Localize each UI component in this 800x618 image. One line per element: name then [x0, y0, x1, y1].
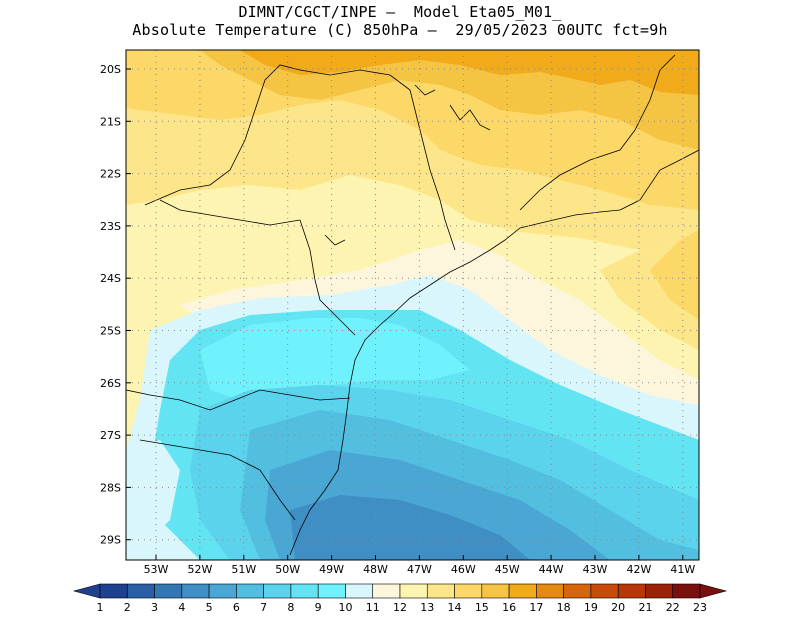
lat-label: 27S [100, 429, 121, 442]
lon-label: 53W [144, 563, 169, 576]
colorbar-label: 2 [124, 601, 131, 614]
colorbar-label: 23 [693, 601, 707, 614]
colorbar-label: 6 [233, 601, 240, 614]
lon-label: 41W [670, 563, 695, 576]
colorbar-label: 7 [260, 601, 267, 614]
coastline-borders [126, 54, 699, 556]
colorbar-swatch [426, 583, 455, 599]
colorbar-label: 22 [666, 601, 680, 614]
state-border-3 [299, 219, 356, 336]
lon-label: 46W [451, 563, 476, 576]
colorbar-label: 21 [638, 601, 652, 614]
colorbar-swatch [590, 583, 619, 599]
map-frame [125, 49, 700, 561]
colorbar-labels: 1 2 3 4 5 6 7 8 9 10 11 12 13 14 15 16 17 18 19 20 21 22 23 [97, 601, 708, 614]
lat-label: 22S [100, 168, 121, 181]
colorbar-label: 1 [97, 601, 104, 614]
lat-label: 28S [100, 481, 121, 494]
latitude-labels: 20S 21S 22S 23S 24S 25S 26S 27S 28S 29S [100, 63, 131, 547]
colorbar-label: 9 [315, 601, 322, 614]
colorbar-swatch [645, 583, 674, 599]
colorbar-label: 11 [366, 601, 380, 614]
colorbar-label: 14 [448, 601, 462, 614]
colorbar-swatch [181, 583, 210, 599]
colorbar-label: 4 [178, 601, 185, 614]
colorbar-swatch [236, 583, 264, 599]
lake-2 [414, 84, 436, 96]
colorbar-swatch [372, 583, 401, 599]
lon-label: 42W [626, 563, 651, 576]
lon-label: 49W [319, 563, 344, 576]
state-border-5 [409, 89, 456, 251]
state-border-2 [139, 439, 296, 521]
colorbar-swatch [508, 583, 537, 599]
lat-label: 21S [100, 115, 121, 128]
lon-label: 50W [275, 563, 300, 576]
lon-label: 47W [407, 563, 432, 576]
graticule [126, 50, 699, 560]
lat-label: 29S [100, 534, 121, 547]
lon-label: 48W [363, 563, 388, 576]
colorbar [72, 583, 728, 599]
lat-label: 25S [100, 325, 121, 338]
coastline [289, 149, 699, 556]
temperature-field [126, 50, 699, 560]
lon-label: 43W [583, 563, 608, 576]
chart-subtitle: Absolute Temperature (C) 850hPa – 29/05/… [132, 21, 668, 39]
state-border-6 [519, 54, 676, 211]
colorbar-swatch [536, 583, 564, 599]
colorbar-swatch [672, 583, 701, 599]
colorbar-label: 3 [151, 601, 158, 614]
lat-label: 23S [100, 220, 121, 233]
lat-label: 24S [100, 272, 121, 285]
colorbar-swatch [345, 583, 374, 599]
colorbar-swatch [263, 583, 292, 599]
colorbar-swatch [399, 583, 428, 599]
state-border-4 [144, 64, 411, 206]
colorbar-swatch [317, 583, 346, 599]
colorbar-swatch [154, 583, 183, 599]
colorbar-swatch [454, 583, 483, 599]
colorbar-swatch [290, 583, 319, 599]
colorbar-swatch [126, 583, 155, 599]
lon-label: 51W [231, 563, 256, 576]
colorbar-label: 8 [287, 601, 294, 614]
field-right-warm [650, 230, 699, 320]
lon-label: 52W [187, 563, 212, 576]
colorbar-arrow-left [72, 583, 101, 599]
colorbar-swatch [99, 583, 128, 599]
colorbar-swatch [481, 583, 510, 599]
lat-label: 20S [100, 63, 121, 76]
field-bright-cyan [200, 318, 470, 400]
lake-1 [449, 104, 491, 131]
lake-3 [324, 234, 346, 246]
colorbar-label: 13 [420, 601, 434, 614]
field-left-pale [126, 440, 180, 545]
lon-label: 44W [539, 563, 564, 576]
colorbar-label: 15 [475, 601, 489, 614]
longitude-labels: 53W 52W 51W 50W 49W 48W 47W 46W 45W 44W 43W 42W 41W [144, 555, 695, 576]
colorbar-label: 18 [557, 601, 571, 614]
colorbar-swatch [208, 583, 237, 599]
colorbar-label: 5 [206, 601, 213, 614]
colorbar-label: 10 [338, 601, 352, 614]
colorbar-arrow-right [699, 583, 728, 599]
colorbar-swatch [563, 583, 592, 599]
chart-title: DIMNT/CGCT/INPE – Model Eta05_M01_ [238, 3, 562, 21]
colorbar-label: 19 [584, 601, 598, 614]
field-ocean-deepest [290, 495, 530, 560]
state-border-1 [126, 389, 351, 411]
colorbar-label: 12 [393, 601, 407, 614]
state-border-7 [159, 199, 301, 226]
colorbar-label: 20 [611, 601, 625, 614]
lon-label: 45W [495, 563, 520, 576]
field-orange [240, 50, 699, 95]
colorbar-swatch [617, 583, 646, 599]
colorbar-label: 17 [529, 601, 543, 614]
colorbar-label: 16 [502, 601, 516, 614]
lat-label: 26S [100, 377, 121, 390]
